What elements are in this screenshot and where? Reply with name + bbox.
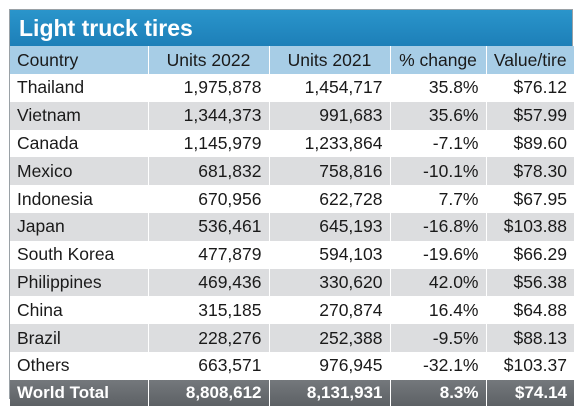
table-row: Indonesia 670,956 622,728 7.7% $67.95 — [10, 185, 574, 213]
units-2022-cell: 1,344,373 — [148, 101, 270, 130]
units-2021-cell: 330,620 — [269, 268, 391, 297]
units-2021-cell: 594,103 — [269, 240, 391, 269]
units-2022-cell: 315,185 — [148, 296, 270, 325]
percent-change-cell: -32.1% — [390, 351, 487, 380]
percent-change-cell: -9.5% — [390, 324, 487, 352]
units-2022-cell: 681,832 — [148, 157, 270, 186]
table-row: Mexico 681,832 758,816 -10.1% $78.30 — [10, 157, 574, 186]
total-value-per-tire: $74.14 — [486, 379, 574, 406]
country-cell: Thailand — [10, 74, 149, 102]
table-row: Brazil 228,276 252,388 -9.5% $88.13 — [10, 324, 574, 352]
country-cell: China — [10, 296, 149, 325]
country-cell: Indonesia — [10, 185, 149, 213]
value-per-tire-cell: $78.30 — [486, 157, 574, 186]
value-per-tire-cell: $67.95 — [486, 185, 574, 213]
table-row: Thailand 1,975,878 1,454,717 35.8% $76.12 — [10, 74, 574, 102]
country-cell: Mexico — [10, 157, 149, 186]
table-row: Japan 536,461 645,193 -16.8% $103.88 — [10, 212, 574, 241]
units-2021-cell: 758,816 — [269, 157, 391, 186]
table-row: South Korea 477,879 594,103 -19.6% $66.29 — [10, 240, 574, 269]
country-cell: Brazil — [10, 324, 149, 352]
percent-change-cell: -7.1% — [390, 129, 487, 158]
column-header-units-2021: Units 2021 — [269, 46, 391, 74]
units-2022-cell: 228,276 — [148, 324, 270, 352]
table-row: China 315,185 270,874 16.4% $64.88 — [10, 296, 574, 325]
percent-change-cell: -16.8% — [390, 212, 487, 241]
units-2022-cell: 663,571 — [148, 351, 270, 380]
country-cell: Vietnam — [10, 101, 149, 130]
units-2021-cell: 991,683 — [269, 101, 391, 130]
value-per-tire-cell: $56.38 — [486, 268, 574, 297]
total-row: World Total 8,808,612 8,131,931 8.3% $74… — [10, 379, 574, 406]
total-units-2021: 8,131,931 — [269, 379, 391, 406]
table-row: Others 663,571 976,945 -32.1% $103.37 — [10, 351, 574, 380]
percent-change-cell: -10.1% — [390, 157, 487, 186]
column-header-units-2022: Units 2022 — [148, 46, 270, 74]
country-cell: Others — [10, 351, 149, 380]
value-per-tire-cell: $103.37 — [486, 351, 574, 380]
country-cell: Philippines — [10, 268, 149, 297]
tire-table-card: Light truck tires Country Units 2022 Uni… — [9, 9, 574, 406]
units-2022-cell: 1,145,979 — [148, 129, 270, 158]
percent-change-cell: -19.6% — [390, 240, 487, 269]
units-2021-cell: 1,454,717 — [269, 74, 391, 102]
units-2021-cell: 976,945 — [269, 351, 391, 380]
units-2021-cell: 270,874 — [269, 296, 391, 325]
country-cell: South Korea — [10, 240, 149, 269]
value-per-tire-cell: $89.60 — [486, 129, 574, 158]
table-row: Philippines 469,436 330,620 42.0% $56.38 — [10, 268, 574, 297]
table-row: Canada 1,145,979 1,233,864 -7.1% $89.60 — [10, 129, 574, 158]
column-header-percent-change: % change — [390, 46, 487, 74]
table-title: Light truck tires — [10, 10, 572, 46]
units-2022-cell: 477,879 — [148, 240, 270, 269]
column-header-value-per-tire: Value/tire — [486, 46, 574, 74]
percent-change-cell: 42.0% — [390, 268, 487, 297]
data-table: Country Units 2022 Units 2021 % change V… — [10, 46, 574, 406]
total-units-2022: 8,808,612 — [148, 379, 270, 406]
percent-change-cell: 16.4% — [390, 296, 487, 325]
value-per-tire-cell: $76.12 — [486, 74, 574, 102]
total-percent-change: 8.3% — [390, 379, 487, 406]
units-2022-cell: 469,436 — [148, 268, 270, 297]
units-2021-cell: 1,233,864 — [269, 129, 391, 158]
units-2021-cell: 252,388 — [269, 324, 391, 352]
table-body: Thailand 1,975,878 1,454,717 35.8% $76.12 Vie… — [10, 74, 574, 380]
value-per-tire-cell: $103.88 — [486, 212, 574, 241]
total-label: World Total — [10, 379, 149, 406]
percent-change-cell: 35.8% — [390, 74, 487, 102]
value-per-tire-cell: $57.99 — [486, 101, 574, 130]
units-2022-cell: 1,975,878 — [148, 74, 270, 102]
units-2021-cell: 622,728 — [269, 185, 391, 213]
units-2021-cell: 645,193 — [269, 212, 391, 241]
value-per-tire-cell: $64.88 — [486, 296, 574, 325]
table-row: Vietnam 1,344,373 991,683 35.6% $57.99 — [10, 101, 574, 130]
units-2022-cell: 670,956 — [148, 185, 270, 213]
header-row: Country Units 2022 Units 2021 % change V… — [10, 46, 574, 74]
country-cell: Japan — [10, 212, 149, 241]
column-header-country: Country — [10, 46, 149, 74]
percent-change-cell: 35.6% — [390, 101, 487, 130]
percent-change-cell: 7.7% — [390, 185, 487, 213]
value-per-tire-cell: $66.29 — [486, 240, 574, 269]
country-cell: Canada — [10, 129, 149, 158]
units-2022-cell: 536,461 — [148, 212, 270, 241]
value-per-tire-cell: $88.13 — [486, 324, 574, 352]
